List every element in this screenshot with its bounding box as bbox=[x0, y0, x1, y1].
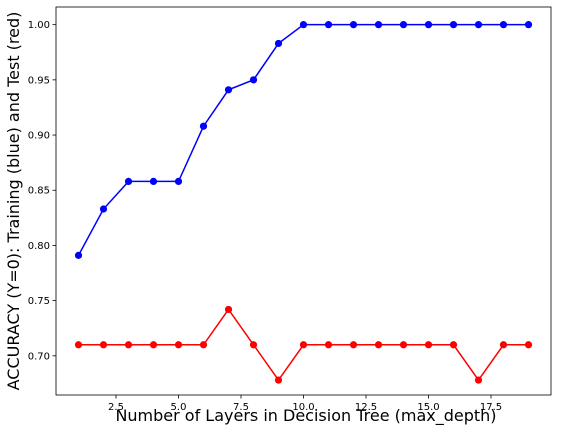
test-series-point bbox=[224, 305, 233, 314]
test-series-point bbox=[274, 376, 283, 384]
training-series-point bbox=[149, 177, 158, 186]
x-tick-label: 2.5 bbox=[108, 402, 124, 413]
training-series-point bbox=[399, 21, 408, 29]
training-series-point bbox=[274, 39, 283, 48]
test-series-point bbox=[399, 341, 408, 349]
training-series-point bbox=[324, 21, 333, 29]
y-tick-label: 0.95 bbox=[28, 75, 50, 86]
test-series-point bbox=[324, 341, 333, 349]
y-tick-label: 0.80 bbox=[28, 241, 50, 252]
x-tick-label: 5.0 bbox=[171, 402, 187, 413]
training-series-point bbox=[499, 21, 508, 29]
test-series-point bbox=[199, 341, 208, 349]
y-axis-title: ACCURACY (Y=0): Training (blue) and Test… bbox=[4, 12, 23, 391]
test-series-point bbox=[124, 341, 133, 349]
plot-area bbox=[56, 7, 551, 395]
training-series-point bbox=[349, 21, 358, 29]
test-series-point bbox=[249, 341, 258, 349]
test-series-point bbox=[74, 341, 83, 349]
test-series-point bbox=[374, 341, 383, 349]
y-tick-label: 0.85 bbox=[28, 186, 50, 197]
test-series-point bbox=[474, 376, 483, 384]
test-series-point bbox=[449, 341, 458, 349]
training-series-point bbox=[474, 21, 483, 29]
test-series-point bbox=[424, 341, 433, 349]
plot-frame bbox=[55, 6, 552, 396]
training-series-point bbox=[224, 86, 233, 94]
training-series-point bbox=[74, 251, 83, 259]
training-series-point bbox=[99, 205, 108, 213]
training-series-point bbox=[524, 21, 533, 29]
y-tick-label: 0.75 bbox=[28, 296, 50, 307]
training-series-point bbox=[199, 122, 208, 130]
x-tick-label: 15.0 bbox=[417, 402, 439, 413]
x-tick-label: 7.5 bbox=[233, 402, 249, 413]
test-series-point bbox=[149, 341, 158, 349]
y-tick-label: 1.00 bbox=[28, 20, 50, 31]
x-tick-label: 17.5 bbox=[480, 402, 502, 413]
x-tick-label: 10.0 bbox=[292, 402, 314, 413]
training-series-point bbox=[374, 21, 383, 29]
test-series-point bbox=[299, 341, 308, 349]
x-tick-label: 12.5 bbox=[355, 402, 377, 413]
training-series-point bbox=[424, 21, 433, 29]
training-series-point bbox=[299, 21, 308, 29]
training-series-point bbox=[124, 177, 133, 186]
test-series bbox=[74, 305, 533, 384]
x-axis-ticks: 2.5 5.0 7.5 10.0 12.5 15.0 17.5 bbox=[108, 395, 502, 413]
test-series-point bbox=[99, 341, 108, 349]
y-tick-label: 0.90 bbox=[28, 131, 50, 142]
test-series-point bbox=[349, 341, 358, 349]
test-series-point bbox=[499, 341, 508, 349]
training-series-point bbox=[249, 76, 258, 84]
training-series-point bbox=[449, 21, 458, 29]
series-layer bbox=[74, 21, 533, 384]
y-axis-ticks: 0.70 0.75 0.80 0.85 0.90 0.95 1.00 bbox=[28, 20, 56, 362]
training-series bbox=[74, 21, 533, 259]
x-axis-title: Number of Layers in Decision Tree (max_d… bbox=[115, 406, 496, 426]
training-series-point bbox=[174, 177, 183, 186]
test-series-point bbox=[174, 341, 183, 349]
test-series-point bbox=[524, 341, 533, 349]
y-tick-label: 0.70 bbox=[28, 351, 50, 362]
